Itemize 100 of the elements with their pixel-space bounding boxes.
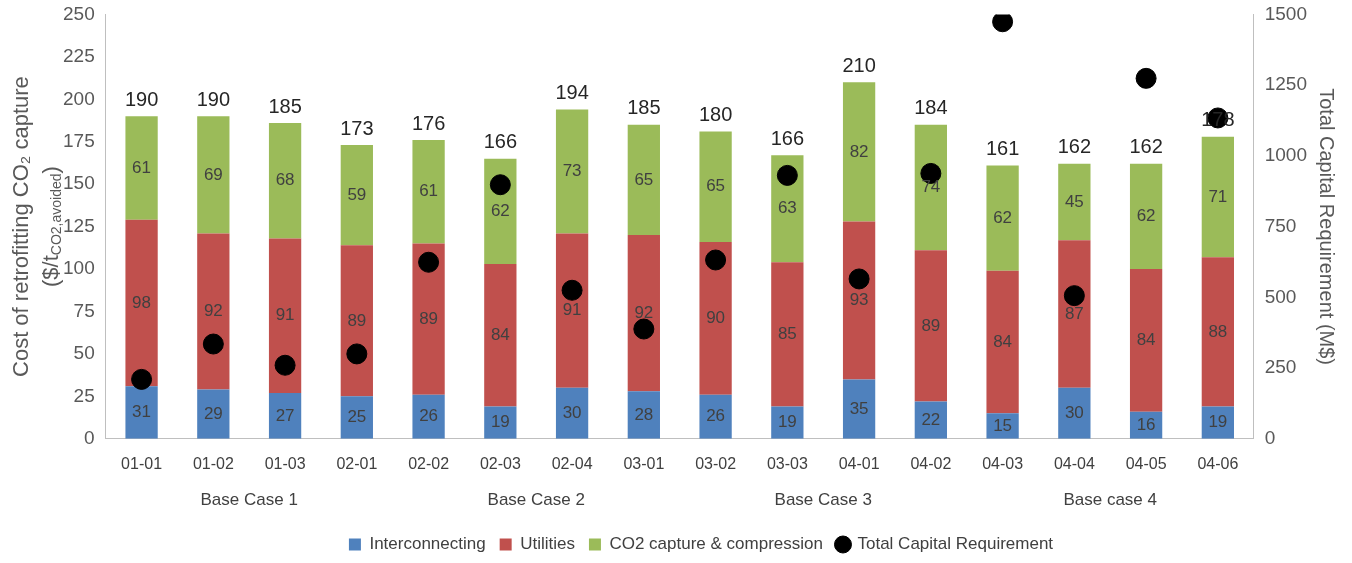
data-label: 73 bbox=[562, 161, 582, 181]
bar bbox=[555, 109, 589, 234]
bar bbox=[125, 219, 158, 387]
data-label: 91 bbox=[275, 305, 295, 325]
bar bbox=[197, 233, 230, 390]
total-label: 180 bbox=[698, 103, 733, 126]
point bbox=[202, 333, 224, 355]
data-label: 63 bbox=[777, 198, 797, 218]
data-label: 59 bbox=[347, 184, 367, 204]
bar bbox=[627, 124, 660, 236]
y2-tick-label: 1000 bbox=[1264, 144, 1308, 166]
data-label: 62 bbox=[993, 207, 1013, 227]
total-label: 184 bbox=[914, 96, 948, 119]
x-tick-label: 04-02 bbox=[910, 454, 952, 472]
data-label: 89 bbox=[347, 310, 367, 330]
bar bbox=[699, 241, 732, 395]
point bbox=[848, 268, 870, 290]
data-label: 98 bbox=[132, 292, 152, 312]
data-label: 74 bbox=[921, 177, 941, 197]
x-tick-label: 04-05 bbox=[1125, 454, 1167, 472]
legend-label: Total Capital Requirement bbox=[857, 534, 1054, 554]
data-label: 26 bbox=[706, 406, 726, 426]
bar bbox=[1201, 136, 1234, 258]
data-label: 92 bbox=[203, 301, 223, 321]
bar bbox=[412, 243, 445, 395]
bar bbox=[197, 116, 230, 234]
bar bbox=[986, 270, 1019, 414]
bar bbox=[699, 131, 732, 242]
bar bbox=[340, 145, 373, 246]
data-label: 65 bbox=[634, 169, 654, 189]
point bbox=[131, 368, 153, 390]
data-label: 91 bbox=[562, 300, 582, 320]
point bbox=[1063, 285, 1085, 307]
point bbox=[274, 354, 296, 376]
data-label: 69 bbox=[203, 164, 223, 184]
x-tick-label: 04-01 bbox=[838, 454, 880, 472]
text: Base Case 2 bbox=[487, 490, 585, 510]
total-label: 210 bbox=[842, 53, 876, 76]
x-tick-label: 01-02 bbox=[192, 454, 234, 472]
x-tick-label: 04-06 bbox=[1197, 454, 1239, 472]
x-tick-label: 02-01 bbox=[336, 454, 378, 472]
bar bbox=[1201, 257, 1234, 407]
bar bbox=[842, 82, 876, 222]
total-label: 162 bbox=[1057, 135, 1092, 158]
data-label: 30 bbox=[562, 403, 582, 423]
data-label: 82 bbox=[849, 141, 869, 161]
bar bbox=[125, 386, 158, 439]
data-label: 31 bbox=[132, 402, 152, 422]
bar bbox=[627, 235, 660, 392]
point bbox=[561, 279, 583, 301]
bar bbox=[268, 123, 302, 239]
bar bbox=[986, 165, 1019, 271]
bar bbox=[340, 245, 373, 397]
data-label: 28 bbox=[634, 404, 654, 424]
bar bbox=[842, 221, 876, 380]
point bbox=[1135, 67, 1157, 89]
point bbox=[992, 14, 1014, 33]
bar bbox=[555, 233, 589, 388]
total-label: 161 bbox=[985, 137, 1020, 159]
y2-tick-label: 0 bbox=[1264, 427, 1276, 449]
x-tick-label: 02-04 bbox=[551, 454, 593, 472]
total-label: 194 bbox=[555, 80, 589, 103]
bar bbox=[1058, 163, 1091, 241]
data-label: 19 bbox=[490, 412, 510, 432]
y2-tick-label: 500 bbox=[1264, 285, 1297, 307]
x-tick-label: 01-03 bbox=[264, 454, 306, 472]
data-label: 84 bbox=[1136, 330, 1156, 350]
bar bbox=[484, 263, 517, 407]
bar bbox=[1129, 269, 1163, 412]
y-tick-label: 50 bbox=[73, 342, 95, 364]
y2-tick-label: 250 bbox=[1264, 356, 1297, 378]
point bbox=[418, 251, 440, 273]
y-tick-label: 75 bbox=[73, 299, 95, 321]
bar bbox=[1058, 240, 1091, 388]
legend-label: Interconnecting bbox=[369, 534, 486, 554]
x-tick-label: 01-01 bbox=[121, 454, 163, 472]
x-tick-label: 04-04 bbox=[1053, 454, 1095, 472]
x-tick-label: 04-03 bbox=[982, 454, 1024, 472]
bar bbox=[125, 116, 158, 220]
x-tick-label: 02-03 bbox=[479, 454, 521, 472]
data-label: 62 bbox=[1136, 206, 1156, 226]
data-label: 85 bbox=[777, 324, 797, 344]
y-tick-label: 225 bbox=[63, 45, 95, 67]
y-tick-label: 125 bbox=[63, 214, 95, 236]
data-label: 19 bbox=[777, 412, 797, 432]
data-label: 15 bbox=[993, 415, 1013, 435]
total-label: 185 bbox=[268, 94, 302, 117]
data-label: 68 bbox=[275, 170, 295, 190]
point bbox=[489, 174, 511, 196]
data-label: 62 bbox=[490, 201, 510, 221]
data-label: 16 bbox=[1136, 414, 1156, 434]
total-label: 190 bbox=[196, 87, 231, 110]
y-tick-label: 25 bbox=[73, 384, 95, 406]
point bbox=[705, 249, 727, 271]
data-label: 92 bbox=[634, 302, 654, 322]
y2-tick-label: 1250 bbox=[1264, 73, 1308, 95]
x-tick-label: 03-01 bbox=[623, 454, 665, 472]
total-label: 162 bbox=[1129, 135, 1163, 158]
x-tick-label: 02-02 bbox=[408, 454, 450, 472]
data-label: 27 bbox=[275, 405, 295, 425]
